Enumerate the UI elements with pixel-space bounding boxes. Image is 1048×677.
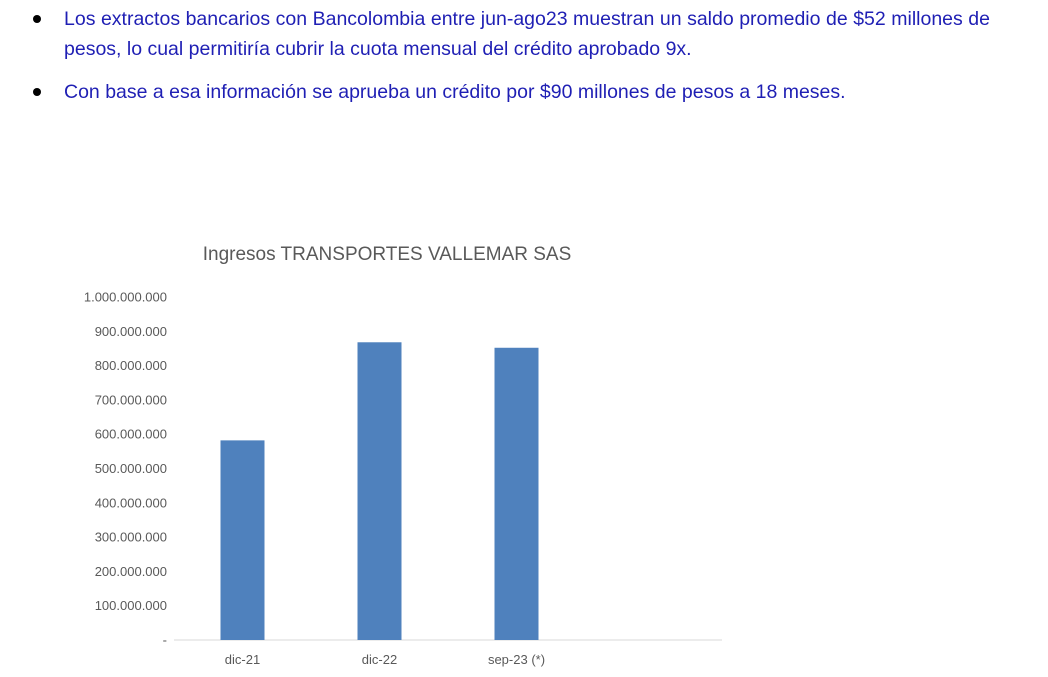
y-tick-label: 600.000.000	[95, 427, 167, 442]
y-tick-label: 200.000.000	[95, 564, 167, 579]
bullet-icon	[33, 88, 41, 96]
bullet-list: Los extractos bancarios con Bancolombia …	[28, 4, 990, 120]
y-tick-label: 500.000.000	[95, 461, 167, 476]
bar-sep-23	[494, 347, 539, 640]
income-bar-chart: Ingresos TRANSPORTES VALLEMAR SAS 1.000.…	[84, 244, 722, 667]
y-tick-label: 800.000.000	[95, 358, 167, 373]
y-tick-label: 300.000.000	[95, 530, 167, 545]
y-tick-label: 1.000.000.000	[84, 290, 167, 305]
bar-dic-21	[220, 440, 265, 640]
y-tick-label: 900.000.000	[95, 324, 167, 339]
chart-title: Ingresos TRANSPORTES VALLEMAR SAS	[203, 244, 572, 265]
x-axis: dic-21 dic-22 sep-23 (*)	[225, 652, 545, 667]
bullet-text: Los extractos bancarios con Bancolombia …	[64, 8, 990, 60]
bullet-text: Con base a esa información se aprueba un…	[64, 81, 846, 103]
bars	[220, 342, 539, 640]
x-tick-label: sep-23 (*)	[488, 652, 545, 667]
y-tick-label: 100.000.000	[95, 598, 167, 613]
y-tick-label: 700.000.000	[95, 392, 167, 407]
x-tick-label: dic-22	[362, 652, 397, 667]
y-tick-label: -	[163, 633, 167, 648]
bullet-icon	[33, 15, 41, 23]
y-tick-label: 400.000.000	[95, 495, 167, 510]
y-axis: 1.000.000.000 900.000.000 800.000.000 700.0…	[84, 290, 722, 648]
bullet-item: Los extractos bancarios con Bancolombia …	[28, 4, 990, 64]
bar-dic-22	[357, 342, 402, 640]
bullet-item: Con base a esa información se aprueba un…	[28, 77, 990, 107]
x-tick-label: dic-21	[225, 652, 260, 667]
